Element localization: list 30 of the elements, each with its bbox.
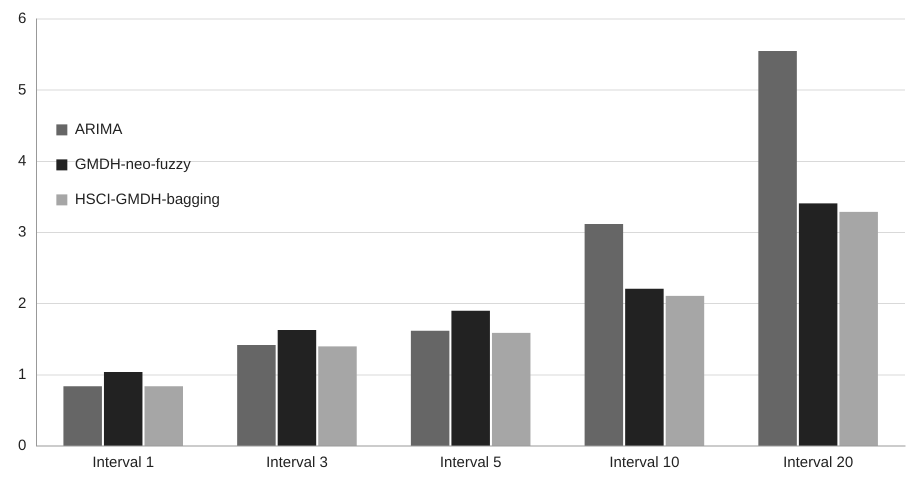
legend-label: ARIMA [74, 121, 122, 138]
y-tick-label: 0 [18, 437, 26, 454]
bar [625, 288, 664, 446]
y-tick-label: 4 [18, 152, 26, 170]
x-tick-label: Interval 5 [440, 454, 502, 472]
legend-label: GMDH-neo-fuzzy [74, 156, 192, 174]
bar [104, 372, 142, 446]
bar [758, 51, 797, 446]
y-tick-label: 3 [18, 224, 26, 241]
bar [278, 330, 316, 446]
bar [451, 310, 490, 446]
bar [584, 224, 624, 446]
bar [144, 386, 183, 446]
y-tick-label: 6 [18, 10, 26, 28]
legend-label: HSCI-GMDH-bagging [74, 191, 220, 208]
bar [839, 212, 878, 446]
x-tick-label: Interval 1 [92, 454, 154, 472]
bar [492, 332, 530, 446]
x-tick-label: Interval 10 [609, 454, 680, 472]
bar [666, 296, 704, 446]
bar [410, 330, 450, 446]
y-tick-label: 5 [18, 81, 26, 98]
bar [237, 344, 276, 446]
x-tick-label: Interval 3 [266, 454, 328, 472]
bar [798, 203, 838, 446]
x-tick-label: Interval 20 [783, 454, 854, 472]
bar [63, 386, 102, 446]
y-tick-label: 2 [18, 294, 26, 312]
y-tick-label: 1 [18, 366, 26, 383]
bar [318, 346, 357, 446]
